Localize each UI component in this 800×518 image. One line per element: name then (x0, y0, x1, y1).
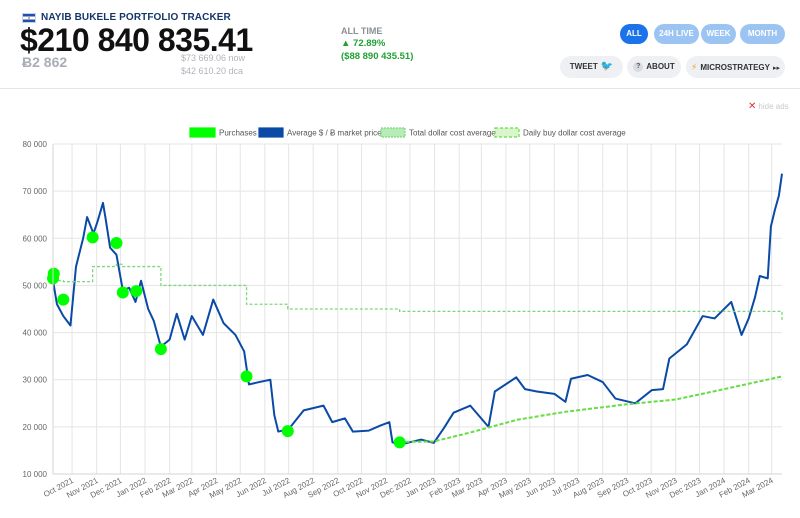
purchase-point (130, 285, 143, 298)
y-tick-label: 80 000 (23, 140, 48, 149)
purchase-point (393, 436, 406, 449)
y-tick-label: 40 000 (23, 329, 48, 338)
purchase-point (47, 267, 60, 280)
legend-total-dca: Total dollar cost average (380, 127, 496, 138)
purchase-point (154, 343, 167, 356)
purchase-point (57, 293, 70, 306)
y-tick-label: 60 000 (23, 234, 48, 243)
question-icon: ? (633, 62, 644, 72)
purchase-point (281, 425, 294, 438)
y-tick-label: 10 000 (23, 470, 48, 479)
legend-daily-dca-swatch (494, 127, 520, 138)
twitter-icon: 🐦 (600, 61, 614, 72)
play-icon: ▸▸ (772, 65, 780, 72)
hide-ads-link[interactable]: ✕ hide ads (748, 101, 789, 112)
timeframe-month-button[interactable]: MONTH (740, 24, 785, 44)
purchase-point (116, 286, 129, 299)
legend-market-price: Average $ / Ƀ market price (258, 127, 382, 138)
purchase-point (240, 370, 253, 383)
chart-grid (53, 143, 782, 475)
flag-icon (22, 12, 36, 23)
tweet-label: TWEET (569, 62, 598, 71)
y-tick-label: 70 000 (23, 187, 48, 196)
y-tick-label: 50 000 (23, 281, 48, 290)
market-price-line (52, 173, 783, 446)
about-label: ABOUT (646, 62, 675, 71)
hide-ads-label: hide ads (758, 102, 789, 111)
close-x-icon: ✕ (748, 101, 757, 112)
y-tick-label: 30 000 (23, 376, 48, 385)
legend-purchases-swatch (189, 127, 216, 138)
purchase-point (86, 231, 99, 244)
timeframe-week-button[interactable]: WEEK (701, 24, 736, 44)
brand-title: NAYIB BUKELE PORTFOLIO TRACKER (41, 12, 231, 23)
about-button[interactable]: ? ABOUT (627, 56, 681, 78)
y-tick-label: 20 000 (23, 423, 48, 432)
header-bar: NAYIB BUKELE PORTFOLIO TRACKER $210 840 … (0, 0, 800, 89)
bolt-icon: ⚡ (691, 62, 698, 72)
timeframe-all-button[interactable]: ALL (620, 24, 648, 44)
total-dca-line (53, 263, 783, 321)
tweet-button[interactable]: TWEET 🐦 (560, 56, 623, 78)
purchase-point (110, 237, 123, 249)
all-time-absolute: ($88 890 435.51) (341, 51, 414, 62)
chart-purchase-points (47, 231, 406, 449)
legend-daily-dca-label: Daily buy dollar cost average (523, 129, 626, 138)
portfolio-usd-value: $210 840 835.41 (20, 22, 253, 58)
all-time-label: ALL TIME (341, 26, 383, 36)
legend-purchases: Purchases (189, 127, 257, 138)
legend-total-dca-swatch (380, 127, 406, 138)
legend-market-price-label: Average $ / Ƀ market price (287, 129, 382, 138)
timeframe-24h-live-button[interactable]: 24H LIVE (654, 24, 699, 44)
all-time-percent: ▲ 72.89% (341, 38, 386, 49)
current-price: $73 669.06 now (181, 53, 246, 63)
legend-market-price-swatch (258, 127, 284, 138)
chart-series (52, 173, 783, 446)
price-chart: Purchases Average $ / Ƀ market price Total… (23, 127, 783, 500)
dca-price: $42 610.20 dca (181, 66, 244, 76)
daily-dca-line (399, 375, 783, 443)
legend-total-dca-label: Total dollar cost average (409, 129, 496, 138)
chart-legend: Purchases Average $ / Ƀ market price Total… (189, 127, 626, 138)
microstrategy-button[interactable]: ⚡ MICROSTRATEGY ▸▸ (686, 56, 785, 78)
microstrategy-label: MICROSTRATEGY (700, 63, 770, 72)
legend-purchases-label: Purchases (219, 129, 257, 138)
legend-daily-dca: Daily buy dollar cost average (494, 127, 626, 138)
portfolio-btc-amount: Ƀ2 862 (22, 54, 68, 70)
brand[interactable]: NAYIB BUKELE PORTFOLIO TRACKER (22, 12, 231, 23)
